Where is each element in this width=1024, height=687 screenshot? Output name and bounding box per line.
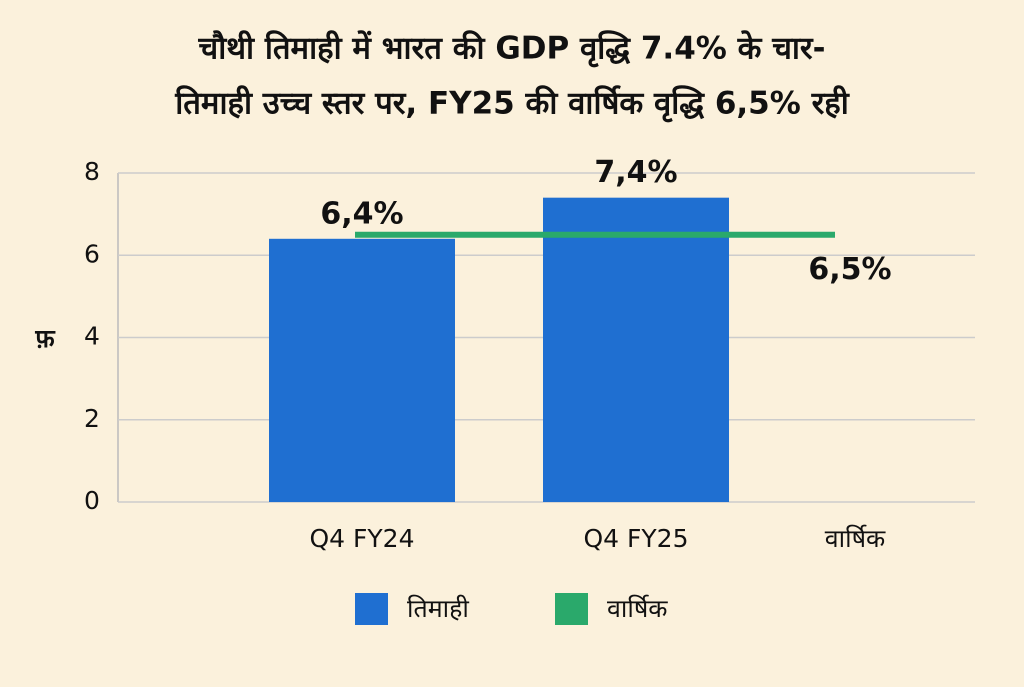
bar — [269, 238, 455, 503]
y-tick-label: 8 — [84, 157, 100, 186]
x-tick-label: Q4 FY25 — [584, 524, 689, 553]
data-label: 6,4% — [320, 196, 403, 231]
data-label: 6,5% — [808, 252, 891, 287]
legend-label: तिमाही — [407, 594, 469, 623]
y-axis-label: फ़ — [34, 324, 56, 353]
legend-label: वार्षिक — [607, 594, 668, 623]
x-tick-label: वार्षिक — [825, 524, 886, 553]
y-tick-label: 2 — [84, 404, 100, 433]
y-tick-label: 4 — [84, 322, 100, 351]
legend-swatch — [355, 593, 388, 625]
chart-title: तिमाही उच्च स्तर पर, FY25 की वार्षिक वृद… — [174, 85, 849, 123]
y-tick-label: 0 — [84, 486, 100, 515]
chart-title: चौथी तिमाही में भारत की GDP वृद्धि 7.4% … — [198, 30, 826, 68]
bar — [543, 197, 729, 503]
x-tick-label: Q4 FY24 — [310, 524, 415, 553]
legend-swatch — [555, 593, 588, 625]
data-label: 7,4% — [594, 155, 677, 190]
y-tick-label: 6 — [84, 239, 100, 268]
